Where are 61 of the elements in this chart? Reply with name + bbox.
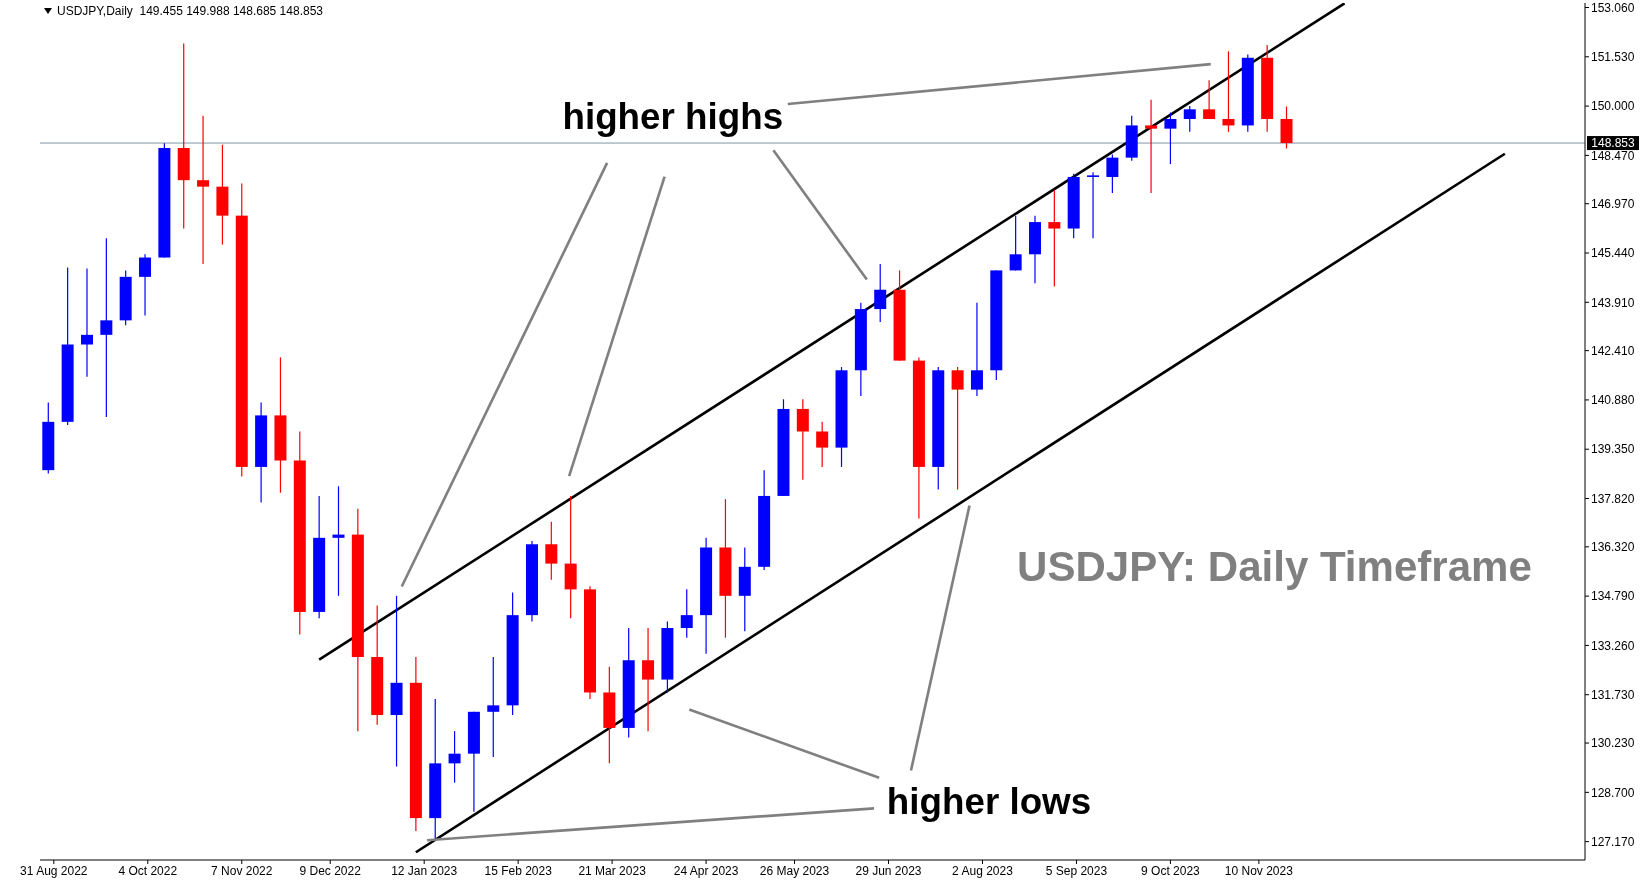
x-tick-label: 12 Jan 2023 [391,863,458,878]
candlestick [80,267,93,378]
annotation: higher lows [886,780,1092,822]
candlestick [816,421,829,468]
y-tick-label: 128.700 [1591,785,1635,800]
candlestick [874,263,887,323]
x-tick-label: 9 Dec 2022 [299,863,362,878]
x-tick-label: 21 Mar 2023 [578,863,647,878]
y-tick-label: 134.790 [1591,589,1635,604]
y-tick-label: 127.170 [1591,834,1635,849]
candlestick [1183,105,1196,133]
candlestick [951,366,964,491]
x-tick-label: 31 Aug 2022 [20,863,88,878]
candlestick [1222,50,1235,133]
y-tick-label: 140.880 [1591,393,1635,408]
candlestick [100,237,113,418]
candlestick [642,627,655,732]
y-tick-label: 137.820 [1591,491,1635,506]
candlestick [1203,79,1216,120]
candlestick [487,656,500,758]
x-tick-label: 10 Nov 2023 [1224,863,1294,878]
y-tick-label: 146.970 [1591,196,1635,211]
y-tick-label: 142.410 [1591,343,1635,358]
annotation: USDJPY: Daily Timeframe [1017,543,1532,591]
x-tick-label: 29 Jun 2023 [855,863,922,878]
candlestick [1009,215,1022,272]
candlestick [332,485,345,597]
chart-title: USDJPY,Daily 149.455 149.988 148.685 148.853 [57,4,323,18]
candlestick [680,588,693,639]
candlestick [545,521,558,581]
x-tick-label: 2 Aug 2023 [952,863,1014,878]
candlestick [1106,153,1119,194]
x-tick-label: 15 Feb 2023 [484,863,553,878]
y-tick-label: 150.000 [1591,99,1635,114]
x-tick-label: 7 Nov 2022 [211,863,273,878]
candlestick [139,253,152,317]
x-tick-label: 5 Sep 2023 [1045,863,1108,878]
ref-line-label: 148.853 [1591,136,1636,151]
candlestick [796,398,809,481]
candlestick [448,730,461,784]
candlestick [1087,171,1100,239]
x-tick-label: 24 Apr 2023 [673,863,739,878]
y-tick-label: 131.730 [1591,687,1635,702]
y-tick-label: 143.910 [1591,295,1635,310]
x-tick-label: 9 Oct 2023 [1141,863,1201,878]
x-tick-label: 4 Oct 2022 [118,863,178,878]
candlestick [1145,99,1158,194]
candlestick [1048,189,1061,288]
y-tick-label: 153.060 [1591,0,1635,15]
x-tick-label: 26 May 2023 [759,863,830,878]
candlestick [970,302,983,397]
y-tick-label: 151.530 [1591,50,1635,65]
y-tick-label: 145.440 [1591,246,1635,261]
candlestick [1164,111,1177,165]
y-tick-label: 130.230 [1591,736,1635,751]
y-tick-label: 139.350 [1591,442,1635,457]
y-tick-label: 136.320 [1591,540,1635,555]
annotation: higher highs [562,96,784,138]
candlestick [197,115,210,265]
y-tick-label: 148.470 [1591,148,1635,163]
y-tick-label: 133.260 [1591,638,1635,653]
